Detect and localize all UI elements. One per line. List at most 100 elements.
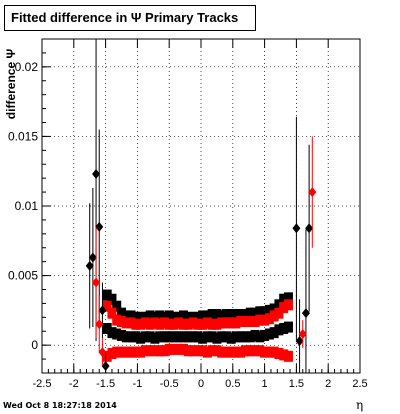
data-point (98, 347, 107, 358)
band-point (236, 331, 246, 343)
x-tick-label: 2.5 (352, 378, 367, 390)
data-point (95, 221, 104, 232)
band-point (169, 311, 179, 323)
data-point (98, 305, 107, 316)
band-point (221, 346, 231, 358)
band-point (121, 346, 131, 358)
band-point (212, 345, 222, 357)
band-point (198, 318, 208, 330)
band-point (283, 350, 293, 362)
band-point (159, 345, 169, 357)
band-point (202, 346, 212, 358)
band-point (269, 303, 279, 315)
band-point (179, 310, 189, 322)
band-point (126, 331, 136, 343)
band-point (117, 346, 126, 358)
band-point (131, 331, 141, 343)
band-point (159, 317, 169, 329)
data-point (292, 223, 301, 234)
band-point (107, 348, 117, 360)
band-point (264, 304, 274, 316)
band-point (255, 331, 265, 343)
band-point (102, 300, 112, 312)
grid (42, 39, 360, 373)
band-point (155, 331, 165, 343)
band-point (217, 346, 227, 358)
band-point (145, 345, 155, 357)
band-point (193, 345, 203, 357)
band-point (245, 316, 255, 328)
data-point (305, 223, 314, 234)
band-point (241, 345, 251, 357)
band-point (250, 316, 260, 328)
band-point (198, 310, 208, 322)
band-point (155, 318, 165, 330)
x-tick-label: 1 (262, 378, 268, 390)
band-point (193, 311, 203, 323)
x-tick-label: 2 (325, 378, 331, 390)
band-point (207, 345, 217, 357)
data-point (295, 335, 304, 346)
data-point (101, 361, 110, 372)
band-point (188, 317, 198, 329)
band-point (112, 346, 122, 358)
band-point (179, 343, 189, 355)
x-tick-label: -2.5 (33, 378, 52, 390)
band-point (188, 311, 198, 323)
y-tick-label: 0.015 (8, 129, 38, 143)
band-point (126, 346, 136, 358)
band-point (164, 331, 174, 343)
y-axis-label: difference Ψ (4, 49, 18, 120)
band-point (255, 314, 265, 326)
band-point (226, 317, 236, 329)
band-point (169, 343, 179, 355)
band-point (255, 306, 265, 318)
x-tick-label: -1 (133, 378, 143, 390)
band-point (136, 311, 146, 323)
x-tick-label: -2 (69, 378, 79, 390)
band-point (260, 306, 270, 318)
band-point (150, 317, 160, 329)
band-point (212, 318, 222, 330)
band-point (260, 314, 270, 326)
band-point (255, 345, 265, 357)
band-point (241, 309, 251, 321)
band-point (131, 346, 141, 358)
band-point (260, 329, 270, 341)
band-point (250, 307, 260, 319)
chart-title: Fitted difference in Ψ Primary Tracks (4, 5, 256, 31)
x-tick-label: -0.5 (160, 378, 179, 390)
x-tick-label: -1.5 (96, 378, 115, 390)
band-point (136, 318, 146, 330)
band-point (279, 349, 289, 361)
band-point (169, 331, 179, 343)
band-point (241, 316, 251, 328)
x-tick-label: 0.5 (225, 378, 240, 390)
band-point (174, 343, 184, 355)
band-point (260, 346, 270, 358)
data-point (95, 319, 104, 330)
data-point (92, 168, 101, 179)
band-point (164, 318, 174, 330)
band-point (131, 318, 141, 330)
band-point (236, 316, 246, 328)
data-marks (85, 39, 317, 373)
band-point (155, 345, 165, 357)
band-point (212, 332, 222, 344)
band-point (207, 331, 217, 343)
data-point (92, 277, 101, 288)
band-point (231, 317, 241, 329)
band-point (226, 309, 236, 321)
band-point (140, 317, 150, 329)
band-point (274, 307, 284, 319)
band-point (140, 345, 150, 357)
band-point (183, 311, 193, 323)
band-point (217, 331, 227, 343)
band-point (150, 311, 160, 323)
band-point (174, 317, 184, 329)
band-point (136, 332, 146, 344)
data-point (298, 329, 307, 340)
band-point (121, 310, 131, 322)
band-point (121, 331, 131, 343)
band-point (274, 348, 284, 360)
